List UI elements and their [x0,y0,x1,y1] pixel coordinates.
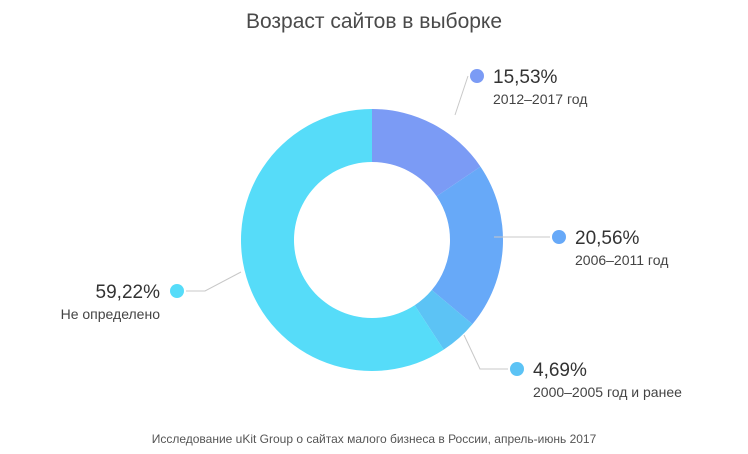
leader-line-1 [454,75,469,116]
slice-percent-label-3: 4,69% [533,360,587,381]
slice-percent-label-4: 59,22% [96,282,161,303]
leader-line-4 [186,271,242,292]
slice-category-label-4: Не определено [61,306,161,322]
donut-slice-4 [241,109,444,371]
legend-dot-4 [170,284,184,298]
source-note: Исследование uKit Group о сайтах малого … [151,432,597,446]
slice-percent-label-2: 20,56% [575,228,640,249]
slice-category-label-3: 2000–2005 год и ранее [533,384,682,400]
leader-line-3 [463,334,508,370]
slice-category-label-2: 2006–2011 год [575,252,668,268]
chart-title: Возраст сайтов в выборке [245,10,503,33]
legend-dot-3 [510,362,524,376]
legend-dot-2 [552,230,566,244]
legend-dot-1 [470,69,484,83]
donut-slice-1 [372,109,481,197]
slice-percent-label-1: 15,53% [493,67,558,88]
donut-slice-3 [414,290,473,350]
donut-slice-2 [431,166,503,325]
slice-category-label-1: 2012–2017 год [493,91,587,107]
